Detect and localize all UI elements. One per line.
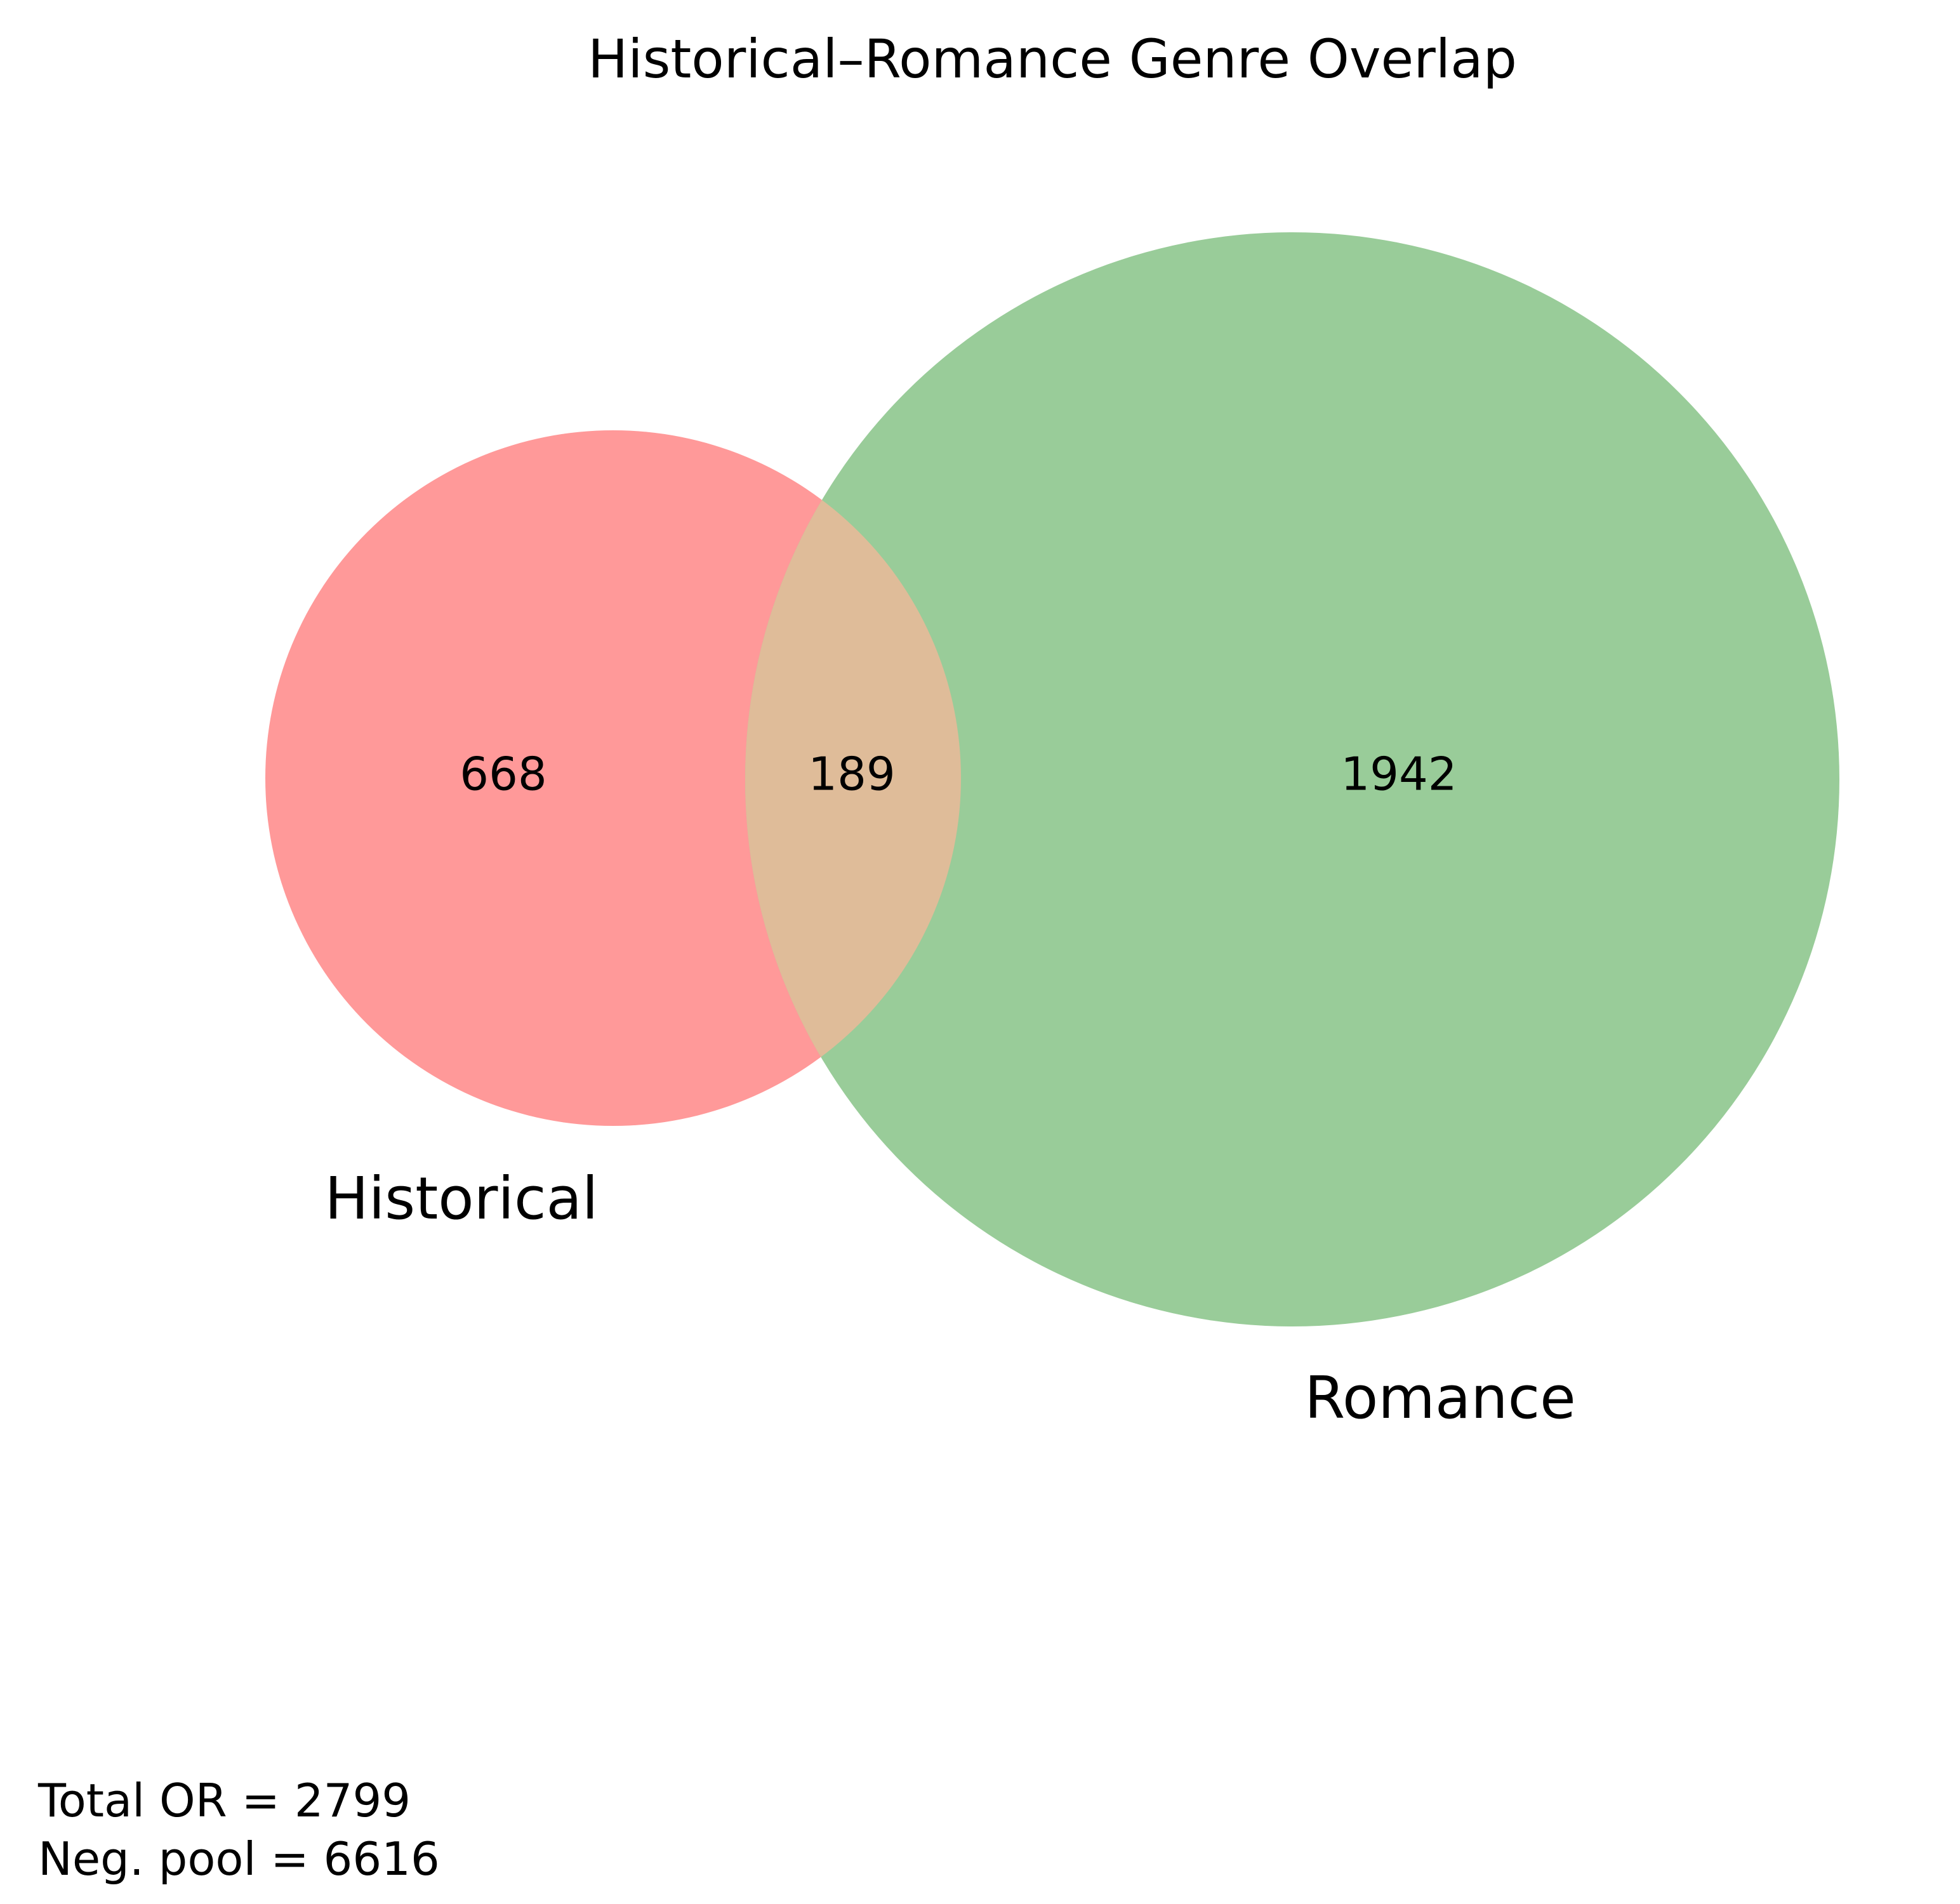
historical-only-count: 668 <box>460 748 546 801</box>
total-or-note: Total OR = 2799 <box>37 1774 411 1827</box>
neg-pool-note: Neg. pool = 6616 <box>38 1832 440 1886</box>
intersection-count: 189 <box>808 748 895 801</box>
historical-set-label: Historical <box>325 1165 599 1233</box>
chart-title: Historical–Romance Genre Overlap <box>588 28 1517 90</box>
romance-set-label: Romance <box>1304 1364 1576 1432</box>
romance-circle <box>745 232 1839 1326</box>
romance-only-count: 1942 <box>1341 748 1457 801</box>
